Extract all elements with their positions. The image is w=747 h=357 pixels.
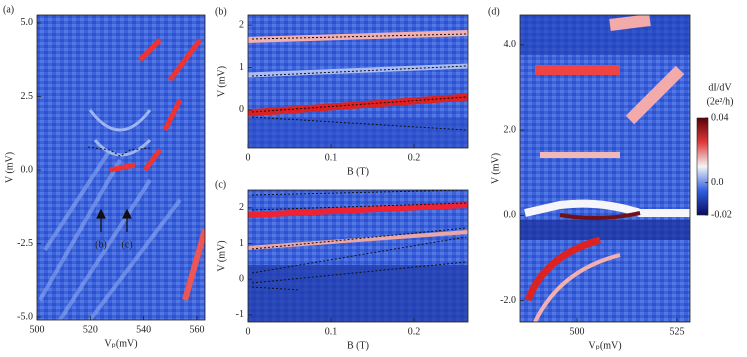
x-tick-label: 0.2 <box>408 326 421 337</box>
heatmap-b <box>248 15 468 148</box>
y-axis-label: V (mV) <box>490 153 501 184</box>
y-tick-label: 1 <box>239 62 244 73</box>
x-tick-label: 560 <box>190 324 205 335</box>
x-tick-label: 500 <box>30 324 45 335</box>
x-tick-label: 520 <box>83 324 98 335</box>
y-tick-label: 2.0 <box>504 124 517 135</box>
y-tick-label: 2.5 <box>21 91 34 102</box>
panel-label: (c) <box>215 179 226 190</box>
arrows <box>96 208 132 232</box>
colorbar <box>696 117 709 216</box>
y-tick-label: 2 <box>239 202 244 213</box>
x-tick-label: 525 <box>670 326 685 337</box>
plot-frame <box>519 14 691 323</box>
y-tick-label: -2.5 <box>17 238 33 249</box>
y-tick-label: -5.0 <box>17 311 33 322</box>
y-tick-label: 5.0 <box>21 17 34 28</box>
y-tick-label: -1 <box>236 309 244 320</box>
y-tick-label: 1 <box>239 238 244 249</box>
x-axis-label: Vₚ(mV) <box>588 340 621 351</box>
plot-frame <box>36 14 206 321</box>
x-axis-label: B (T) <box>347 340 369 351</box>
x-tick-label: 540 <box>136 324 151 335</box>
annotation: (b) <box>95 239 107 250</box>
x-tick-label: 0 <box>246 326 251 337</box>
heatmap-c <box>248 190 468 322</box>
x-tick-label: 0 <box>246 152 251 163</box>
panel-label: (a) <box>3 4 14 15</box>
x-tick-label: 0.2 <box>408 152 421 163</box>
y-axis-label: V (mV) <box>4 152 15 183</box>
colorbar-label: (2e²/h) <box>707 96 734 107</box>
y-tick-label: 0 <box>239 104 244 115</box>
y-axis-label: V (mV) <box>216 240 227 271</box>
plot-frame <box>247 14 469 149</box>
y-tick-label: -2.0 <box>500 295 516 306</box>
plot-frame <box>247 189 469 323</box>
panel-label: (b) <box>215 6 227 17</box>
colorbar-tick-label: -0.02 <box>711 209 732 220</box>
y-tick-label: 2 <box>239 19 244 30</box>
y-tick-label: 0.0 <box>21 164 34 175</box>
heatmap-d <box>520 15 690 322</box>
y-axis-label: V (mV) <box>216 66 227 97</box>
y-tick-label: 0.0 <box>504 210 517 221</box>
x-tick-label: 0.1 <box>325 152 338 163</box>
y-tick-label: 0 <box>239 273 244 284</box>
x-tick-label: 0.1 <box>325 326 338 337</box>
colorbar-tick-label: 0.0 <box>711 177 724 188</box>
x-axis-label: Vₚ(mV) <box>104 338 137 349</box>
panel-label: (d) <box>488 6 500 17</box>
y-tick-label: 4.0 <box>504 39 517 50</box>
x-axis-label: B (T) <box>347 166 369 177</box>
colorbar-label: dI/dV <box>708 82 732 93</box>
x-tick-label: 500 <box>570 326 585 337</box>
colorbar-tick-label: 0.04 <box>711 112 729 123</box>
annotation: (c) <box>121 239 132 250</box>
heatmap-a <box>37 15 205 320</box>
